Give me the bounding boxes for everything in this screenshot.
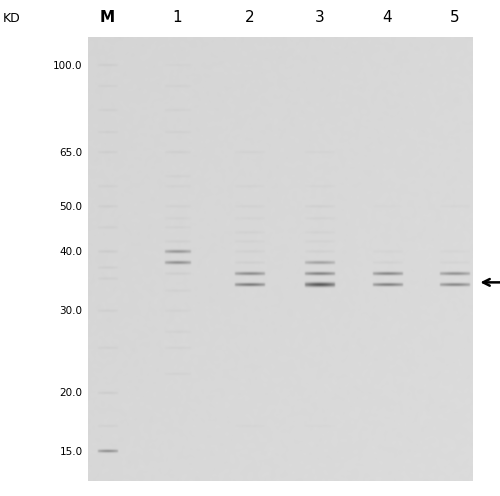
Text: 5: 5 xyxy=(450,10,460,25)
Text: 100.0: 100.0 xyxy=(53,61,82,70)
Text: M: M xyxy=(100,10,115,25)
Text: 4: 4 xyxy=(382,10,392,25)
Text: 30.0: 30.0 xyxy=(60,306,82,316)
Text: KD: KD xyxy=(2,12,20,25)
Text: 20.0: 20.0 xyxy=(60,388,82,398)
Text: 50.0: 50.0 xyxy=(60,202,82,212)
Text: 15.0: 15.0 xyxy=(60,447,82,457)
Text: 40.0: 40.0 xyxy=(60,247,82,257)
Text: 2: 2 xyxy=(245,10,255,25)
Text: 65.0: 65.0 xyxy=(60,148,82,158)
Text: 1: 1 xyxy=(172,10,182,25)
Text: 3: 3 xyxy=(315,10,325,25)
